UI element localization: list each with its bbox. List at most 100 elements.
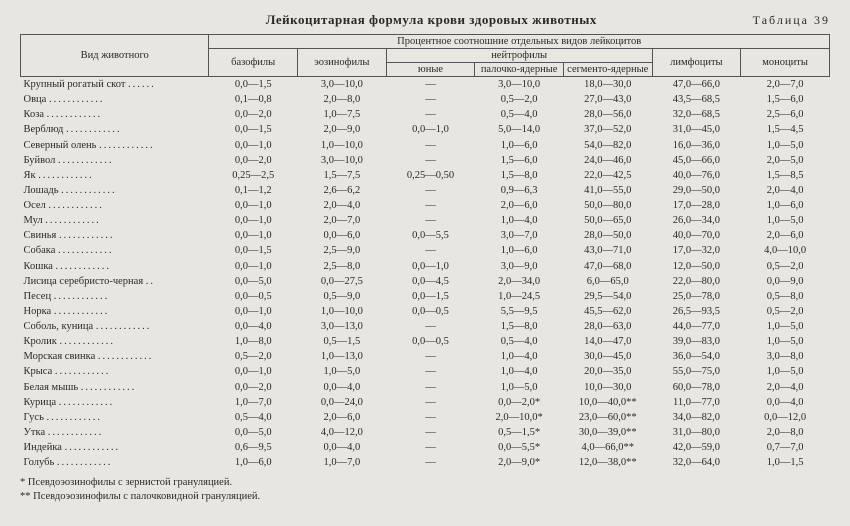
value-cell: 47,0—66,0 — [652, 77, 741, 93]
value-cell: 1,5—6,0 — [741, 92, 830, 107]
table-row: Соболь, куница ............0,0—4,03,0—13… — [21, 319, 830, 334]
value-cell: 1,0—7,0 — [298, 455, 387, 470]
value-cell: 1,0—5,0 — [741, 213, 830, 228]
value-cell: 0,0—1,5 — [209, 77, 298, 93]
animal-cell: Лошадь ............ — [21, 183, 209, 198]
value-cell: 2,0—10,0* — [475, 410, 564, 425]
table-row: Лошадь ............0,1—1,22,6—6,2—0,9—6,… — [21, 183, 830, 198]
value-cell: 20,0—35,0 — [563, 364, 652, 379]
table-row: Лисица серебристо-черная ..0,0—5,00,0—27… — [21, 274, 830, 289]
table-row: Песец ............0,0—0,50,5—9,00,0—1,51… — [21, 289, 830, 304]
value-cell: 0,0—1,0 — [209, 259, 298, 274]
value-cell: 2,0—4,0 — [298, 198, 387, 213]
value-cell: 1,0—4,0 — [475, 364, 564, 379]
value-cell: 0,0—1,0 — [209, 228, 298, 243]
value-cell: 2,0—34,0 — [475, 274, 564, 289]
value-cell: 0,0—4,0 — [298, 380, 387, 395]
value-cell: 1,0—24,5 — [475, 289, 564, 304]
value-cell: 42,0—59,0 — [652, 440, 741, 455]
value-cell: 0,5—2,0 — [209, 349, 298, 364]
value-cell: 10,0—30,0 — [563, 380, 652, 395]
table-row: Овца ............0,1—0,82,0—8,0—0,5—2,02… — [21, 92, 830, 107]
value-cell: 2,0—8,0 — [298, 92, 387, 107]
value-cell: 1,0—13,0 — [298, 349, 387, 364]
value-cell: 0,0—5,0 — [209, 274, 298, 289]
value-cell: 23,0—60,0** — [563, 410, 652, 425]
animal-cell: Голубь ............ — [21, 455, 209, 470]
value-cell: 0,5—4,0 — [475, 107, 564, 122]
value-cell: 28,0—63,0 — [563, 319, 652, 334]
animal-cell: Кролик ............ — [21, 334, 209, 349]
value-cell: 27,0—43,0 — [563, 92, 652, 107]
value-cell: 43,5—68,5 — [652, 92, 741, 107]
animal-cell: Верблюд ............ — [21, 122, 209, 137]
value-cell: 12,0—38,0** — [563, 455, 652, 470]
value-cell: 1,5—8,5 — [741, 168, 830, 183]
value-cell: 0,0—0,5 — [386, 334, 475, 349]
animal-cell: Лисица серебристо-черная .. — [21, 274, 209, 289]
value-cell: 26,5—93,5 — [652, 304, 741, 319]
value-cell: 1,0—7,5 — [298, 107, 387, 122]
col-seg: сегменто-ядерные — [563, 63, 652, 77]
value-cell: — — [386, 319, 475, 334]
value-cell: 0,5—9,0 — [298, 289, 387, 304]
value-cell: 55,0—75,0 — [652, 364, 741, 379]
value-cell: 16,0—36,0 — [652, 138, 741, 153]
value-cell: 5,5—9,5 — [475, 304, 564, 319]
table-row: Коза ............0,0—2,01,0—7,5—0,5—4,02… — [21, 107, 830, 122]
value-cell: 28,0—50,0 — [563, 228, 652, 243]
table-number: Таблица 39 — [753, 13, 830, 28]
animal-cell: Крупный рогатый скот ...... — [21, 77, 209, 93]
value-cell: — — [386, 455, 475, 470]
value-cell: 60,0—78,0 — [652, 380, 741, 395]
value-cell: 2,0—9,0 — [298, 122, 387, 137]
value-cell: 0,0—4,5 — [386, 274, 475, 289]
value-cell: 28,0—56,0 — [563, 107, 652, 122]
value-cell: 40,0—70,0 — [652, 228, 741, 243]
value-cell: 0,0—1,0 — [209, 198, 298, 213]
value-cell: 0,7—7,0 — [741, 440, 830, 455]
table-row: Индейка ............0,6—9,50,0—4,0—0,0—5… — [21, 440, 830, 455]
value-cell: — — [386, 153, 475, 168]
value-cell: 45,0—66,0 — [652, 153, 741, 168]
value-cell: — — [386, 77, 475, 93]
value-cell: 1,0—7,0 — [209, 395, 298, 410]
value-cell: — — [386, 198, 475, 213]
value-cell: 1,5—4,5 — [741, 122, 830, 137]
table-row: Як ............0,25—2,51,5—7,50,25—0,501… — [21, 168, 830, 183]
animal-cell: Белая мышь ............ — [21, 380, 209, 395]
value-cell: 0,0—6,0 — [298, 228, 387, 243]
value-cell: 43,0—71,0 — [563, 243, 652, 258]
value-cell: 24,0—46,0 — [563, 153, 652, 168]
animal-cell: Утка ............ — [21, 425, 209, 440]
value-cell: 2,0—8,0 — [741, 425, 830, 440]
value-cell: 0,0—12,0 — [741, 410, 830, 425]
value-cell: 0,0—4,0 — [741, 395, 830, 410]
value-cell: 47,0—68,0 — [563, 259, 652, 274]
footnote-1: * Псевдоэозинофилы с зернистой грануляци… — [20, 476, 830, 490]
animal-cell: Норка ............ — [21, 304, 209, 319]
value-cell: — — [386, 380, 475, 395]
table-row: Северный олень ............0,0—1,01,0—10… — [21, 138, 830, 153]
value-cell: 2,6—6,2 — [298, 183, 387, 198]
value-cell: 2,0—9,0* — [475, 455, 564, 470]
table-row: Верблюд ............0,0—1,52,0—9,00,0—1,… — [21, 122, 830, 137]
value-cell: 1,0—10,0 — [298, 304, 387, 319]
footnotes: * Псевдоэозинофилы с зернистой грануляци… — [20, 476, 830, 503]
value-cell: 0,0—0,5 — [209, 289, 298, 304]
value-cell: 17,0—28,0 — [652, 198, 741, 213]
value-cell: 1,0—5,0 — [298, 364, 387, 379]
table-row: Осел ............0,0—1,02,0—4,0—2,0—6,05… — [21, 198, 830, 213]
table-row: Утка ............0,0—5,04,0—12,0—0,5—1,5… — [21, 425, 830, 440]
value-cell: 2,0—6,0 — [298, 410, 387, 425]
value-cell: — — [386, 213, 475, 228]
value-cell: 30,0—45,0 — [563, 349, 652, 364]
value-cell: 44,0—77,0 — [652, 319, 741, 334]
animal-cell: Осел ............ — [21, 198, 209, 213]
animal-cell: Коза ............ — [21, 107, 209, 122]
value-cell: 4,0—12,0 — [298, 425, 387, 440]
table-row: Собака ............0,0—1,52,5—9,0—1,0—6,… — [21, 243, 830, 258]
col-young: юные — [386, 63, 475, 77]
value-cell: 3,0—10,0 — [475, 77, 564, 93]
value-cell: 2,0—4,0 — [741, 380, 830, 395]
